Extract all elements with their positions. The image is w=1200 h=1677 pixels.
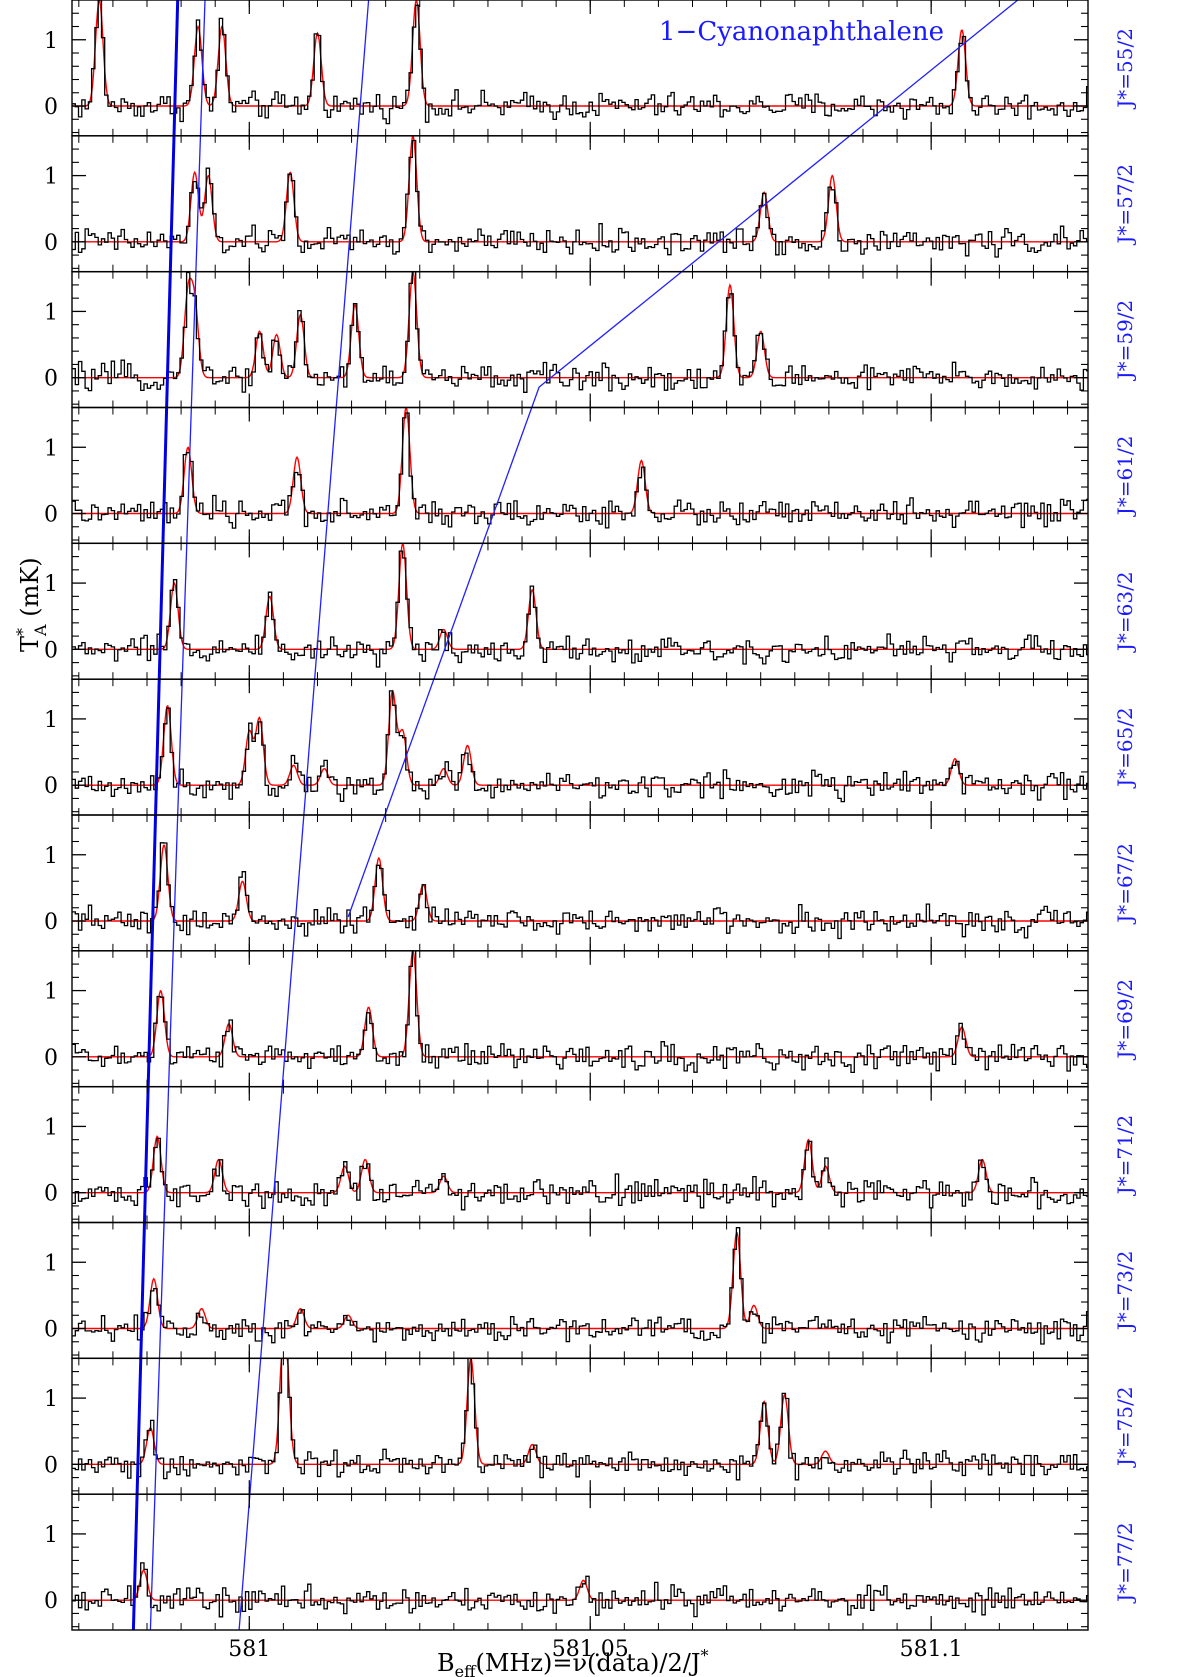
y-tick-label: 1: [44, 844, 58, 869]
y-tick-label: 0: [44, 1589, 58, 1614]
panel-label-j: J*=71/2: [1113, 1115, 1137, 1197]
panel-frame: [71, 270, 1089, 409]
y-tick-label: 0: [44, 95, 58, 120]
panel-12: [72, 1562, 1088, 1618]
y-tick-label: 0: [44, 638, 58, 663]
panel-7: [72, 842, 1088, 940]
y-tick-label: 1: [44, 1387, 58, 1412]
j-tracking-line: [347, 0, 1019, 918]
y-tick-label: 0: [44, 231, 58, 256]
observed-spectrum-histogram: [72, 690, 1088, 803]
y-tick-label: 0: [44, 910, 58, 935]
panel-label-j: J*=57/2: [1113, 164, 1137, 246]
panel-5: [72, 543, 1088, 668]
observed-spectrum-histogram: [72, 412, 1088, 529]
panel-label-j: J*=61/2: [1113, 436, 1137, 518]
y-tick-label: 0: [44, 503, 58, 528]
panel-1: [72, 0, 1088, 125]
panel-9: [72, 1135, 1088, 1211]
observed-spectrum-histogram: [72, 271, 1088, 393]
panel-6: [72, 689, 1088, 803]
y-tick-label: 0: [44, 774, 58, 799]
panel-3: [72, 271, 1088, 393]
model-spectrum-line: [72, 1358, 1088, 1465]
panel-8: [72, 950, 1088, 1074]
y-tick-label: 1: [44, 1115, 58, 1140]
panel-frame: [71, 814, 1089, 952]
panel-frame: [71, 1357, 1089, 1495]
model-spectrum-line: [72, 543, 1088, 650]
panels-group: [72, 0, 1088, 1618]
observed-spectrum-histogram: [72, 0, 1088, 125]
observed-spectrum-histogram: [72, 139, 1088, 258]
panel-frame: [71, 135, 1089, 273]
panel-label-j: J*=69/2: [1113, 979, 1137, 1061]
y-tick-label: 1: [44, 165, 58, 190]
y-tick-label: 0: [44, 367, 58, 392]
panel-4: [72, 407, 1088, 529]
model-spectrum-line: [72, 950, 1088, 1058]
y-tick-label: 0: [44, 1046, 58, 1071]
panel-frame: [71, 1493, 1089, 1631]
model-spectrum-line: [72, 689, 1088, 786]
model-spectrum-line: [72, 1232, 1088, 1330]
model-spectrum-line: [72, 844, 1088, 922]
frame-group: J*=55/2 0 1 J*=57/2 0 1 J*=59/2 0 1 J*=61/2 0 1 J*=6…: [44, 0, 1137, 1662]
model-spectrum-line: [72, 135, 1088, 243]
x-tick-label: 581.05: [552, 1637, 629, 1662]
model-spectrum-line: [72, 407, 1088, 515]
y-tick-label: 0: [44, 1453, 58, 1478]
panel-2: [72, 135, 1088, 258]
y-tick-label: 1: [44, 1523, 58, 1548]
panel-frame: [71, 542, 1089, 680]
y-tick-label: 1: [44, 300, 58, 325]
chart-title: 1−Cyanonaphthalene: [659, 17, 944, 47]
observed-spectrum-histogram: [72, 1562, 1088, 1618]
model-spectrum-line: [72, 271, 1088, 379]
y-tick-label: 1: [44, 436, 58, 461]
panel-11: [72, 1358, 1088, 1481]
model-spectrum-line: [72, 1135, 1088, 1194]
observed-spectrum-histogram: [72, 842, 1088, 940]
observed-spectrum-histogram: [72, 1137, 1088, 1211]
panel-label-j: J*=65/2: [1113, 707, 1137, 789]
panel-label-j: J*=75/2: [1113, 1386, 1137, 1468]
observed-spectrum-histogram: [72, 1227, 1088, 1345]
observed-spectrum-histogram: [72, 1358, 1088, 1481]
panel-label-j: J*=73/2: [1113, 1251, 1137, 1333]
panel-label-j: J*=59/2: [1113, 300, 1137, 382]
panel-10: [72, 1227, 1088, 1345]
panel-label-j: J*=77/2: [1113, 1522, 1137, 1604]
y-tick-label: 1: [44, 29, 58, 54]
y-tick-label: 0: [44, 1318, 58, 1343]
y-tick-label: 1: [44, 1251, 58, 1276]
panel-label-j: J*=55/2: [1113, 28, 1137, 110]
x-tick-label: 581.1: [900, 1637, 963, 1662]
model-spectrum-line: [72, 0, 1088, 107]
x-axis-title: Beff(MHz)=ν(data)/2/J*: [437, 1646, 708, 1677]
model-spectrum-line: [72, 1569, 1088, 1601]
y-tick-label: 1: [44, 572, 58, 597]
panel-frame: [71, 406, 1089, 545]
panel-label-j: J*=67/2: [1113, 843, 1137, 925]
observed-spectrum-histogram: [72, 950, 1088, 1074]
panel-frame: [71, 1085, 1089, 1224]
x-tick-label: 581: [228, 1637, 270, 1662]
y-axis-title: T*A (mK): [13, 557, 50, 652]
observed-spectrum-histogram: [72, 550, 1088, 668]
panel-label-j: J*=63/2: [1113, 571, 1137, 653]
panel-frame: [71, 678, 1089, 816]
panel-frame: [71, 1221, 1089, 1360]
y-tick-label: 0: [44, 1182, 58, 1207]
y-tick-label: 1: [44, 980, 58, 1005]
y-tick-label: 1: [44, 708, 58, 733]
